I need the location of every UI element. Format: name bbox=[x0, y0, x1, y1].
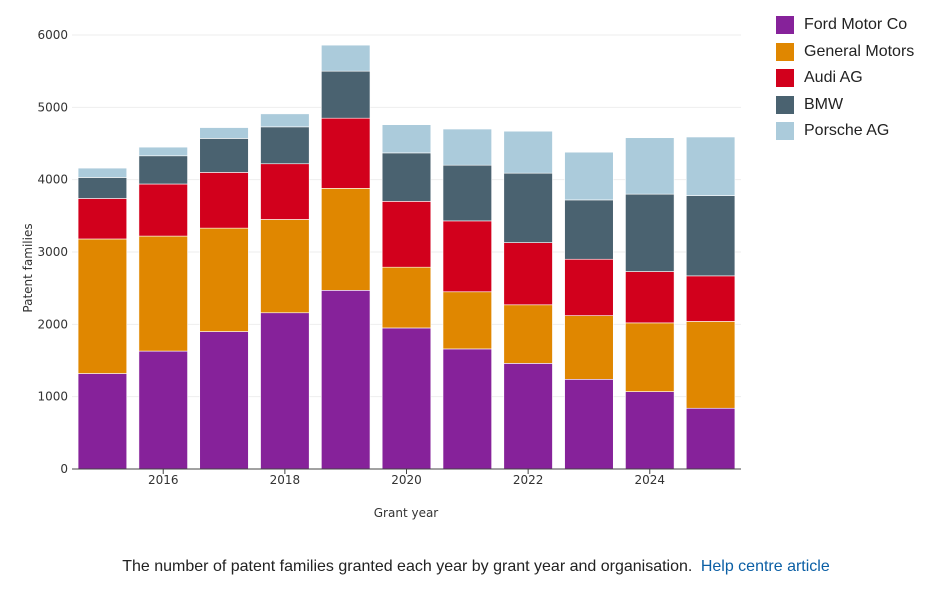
bar-segment[interactable] bbox=[503, 363, 553, 470]
bar-segment[interactable] bbox=[199, 172, 249, 229]
bar-segment[interactable] bbox=[321, 290, 371, 470]
bar-segment[interactable] bbox=[625, 271, 675, 324]
y-tick-label: 2000 bbox=[37, 317, 68, 331]
caption-text: The number of patent families granted ea… bbox=[122, 558, 693, 575]
bar-segment[interactable] bbox=[260, 219, 310, 314]
bar-segment[interactable] bbox=[321, 70, 371, 119]
bar-segment[interactable] bbox=[199, 227, 249, 332]
bar-segment[interactable] bbox=[685, 407, 736, 470]
bar-segment[interactable] bbox=[685, 321, 736, 409]
x-axis-title: Grant year bbox=[374, 506, 439, 520]
legend-swatch bbox=[776, 122, 794, 141]
bar-segment[interactable] bbox=[381, 124, 432, 154]
bar-segment[interactable] bbox=[381, 327, 432, 470]
bar-segment[interactable] bbox=[381, 201, 432, 268]
bars bbox=[77, 44, 736, 470]
bar-segment[interactable] bbox=[77, 167, 128, 178]
bar-segment[interactable] bbox=[138, 235, 188, 352]
legend-item[interactable]: General Motors bbox=[776, 39, 914, 66]
legend-label: BMW bbox=[804, 95, 844, 113]
legend: Ford Motor Co General Motors Audi AG BMW Por… bbox=[776, 12, 914, 145]
legend-swatch bbox=[776, 95, 794, 114]
x-tick-label: 2024 bbox=[634, 473, 665, 487]
stacked-bar-chart: 0 1000 2000 3000 4000 5000 6000 2016 2018 2020 202… bbox=[21, 28, 741, 520]
x-tick-label: 2022 bbox=[513, 473, 544, 487]
bar-segment[interactable] bbox=[625, 137, 675, 195]
bar-segment[interactable] bbox=[564, 315, 614, 380]
x-tick-label: 2018 bbox=[270, 473, 301, 487]
bar-segment[interactable] bbox=[442, 220, 492, 293]
chart-area: 0 1000 2000 3000 4000 5000 6000 2016 2018 2020 202… bbox=[21, 12, 914, 520]
legend-label: General Motors bbox=[804, 42, 915, 60]
bar-segment[interactable] bbox=[321, 44, 371, 72]
bar-segment[interactable] bbox=[260, 312, 310, 470]
bar-segment[interactable] bbox=[77, 373, 128, 470]
legend-item[interactable]: Ford Motor Co bbox=[776, 12, 914, 39]
legend-item[interactable]: BMW bbox=[776, 92, 914, 119]
bar-segment[interactable] bbox=[381, 152, 432, 202]
bar-segment[interactable] bbox=[564, 199, 614, 260]
bar-segment[interactable] bbox=[260, 126, 310, 165]
bar-segment[interactable] bbox=[199, 127, 249, 139]
legend-item[interactable]: Porsche AG bbox=[776, 118, 914, 145]
caption: The number of patent families granted ea… bbox=[0, 558, 952, 576]
bar-segment[interactable] bbox=[138, 350, 188, 470]
bar-segment[interactable] bbox=[625, 322, 675, 392]
bar-segment[interactable] bbox=[564, 258, 614, 316]
bar-segment[interactable] bbox=[503, 130, 553, 174]
bar-segment[interactable] bbox=[503, 172, 553, 243]
y-tick-label: 6000 bbox=[37, 28, 68, 42]
y-tick-label: 4000 bbox=[37, 173, 68, 187]
bar-segment[interactable] bbox=[77, 238, 128, 374]
legend-swatch bbox=[776, 42, 794, 61]
bar-segment[interactable] bbox=[138, 146, 188, 157]
bar-segment[interactable] bbox=[685, 275, 736, 322]
y-tick-label: 1000 bbox=[37, 390, 68, 404]
legend-label: Porsche AG bbox=[804, 122, 890, 140]
legend-label: Ford Motor Co bbox=[804, 16, 908, 34]
bar-segment[interactable] bbox=[138, 155, 188, 185]
bar-segment[interactable] bbox=[625, 391, 675, 470]
bar-segment[interactable] bbox=[260, 163, 310, 220]
legend-item[interactable]: Audi AG bbox=[776, 65, 914, 92]
y-axis-title: Patent families bbox=[21, 223, 35, 312]
legend-swatch bbox=[776, 69, 794, 88]
bar-segment[interactable] bbox=[503, 242, 553, 306]
help-centre-link[interactable]: Help centre article bbox=[700, 558, 830, 575]
bar-segment[interactable] bbox=[442, 291, 492, 350]
bar-segment[interactable] bbox=[442, 128, 492, 166]
bar-segment[interactable] bbox=[77, 198, 128, 240]
y-tick-label: 3000 bbox=[37, 245, 68, 259]
bar-segment[interactable] bbox=[503, 304, 553, 364]
bar-segment[interactable] bbox=[685, 136, 736, 196]
bar-segment[interactable] bbox=[199, 138, 249, 173]
y-tick-label: 0 bbox=[60, 462, 68, 476]
x-tick-label: 2016 bbox=[148, 473, 179, 487]
bar-segment[interactable] bbox=[321, 188, 371, 291]
legend-label: Audi AG bbox=[804, 69, 863, 87]
bar-segment[interactable] bbox=[138, 183, 188, 237]
bar-segment[interactable] bbox=[199, 331, 249, 470]
bar-segment[interactable] bbox=[381, 266, 432, 329]
bar-segment[interactable] bbox=[625, 193, 675, 272]
bar-segment[interactable] bbox=[77, 177, 128, 199]
bar-segment[interactable] bbox=[564, 379, 614, 470]
legend-swatch bbox=[776, 16, 794, 35]
bar-segment[interactable] bbox=[321, 117, 371, 189]
bar-segment[interactable] bbox=[260, 113, 310, 128]
x-tick-label: 2020 bbox=[391, 473, 422, 487]
bar-segment[interactable] bbox=[685, 195, 736, 277]
bar-segment[interactable] bbox=[442, 348, 492, 470]
axes: 0 1000 2000 3000 4000 5000 6000 2016 2018 2020 202… bbox=[37, 28, 741, 487]
bar-segment[interactable] bbox=[564, 151, 614, 201]
y-tick-label: 5000 bbox=[37, 100, 68, 114]
bar-segment[interactable] bbox=[442, 164, 492, 222]
